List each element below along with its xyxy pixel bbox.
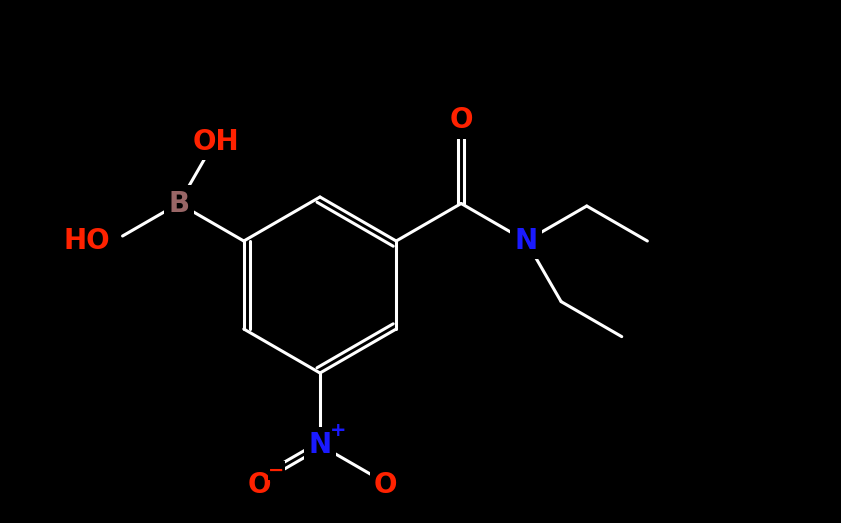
Text: −: −: [268, 460, 284, 480]
Text: +: +: [330, 422, 346, 440]
Text: HO: HO: [64, 227, 110, 255]
Text: OH: OH: [193, 128, 240, 156]
Text: O: O: [374, 471, 397, 499]
Text: B: B: [168, 189, 189, 218]
Text: O: O: [247, 471, 271, 499]
Text: O: O: [449, 107, 473, 134]
Text: N: N: [309, 431, 331, 459]
Text: N: N: [515, 227, 537, 255]
